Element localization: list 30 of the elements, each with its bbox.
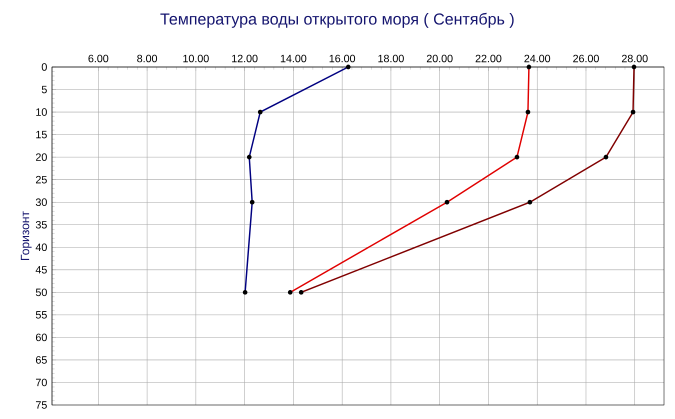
y-tick-label: 35 [36, 220, 47, 229]
x-tick-label: 22.00 [476, 54, 502, 62]
y-tick-label: 65 [36, 356, 47, 364]
x-tick-label: 24.00 [524, 54, 550, 62]
y-tick-label: 50 [36, 288, 47, 296]
y-tick-label: 20 [36, 153, 47, 161]
y-tick-label: 40 [36, 244, 47, 252]
y-tick-label: 10 [36, 108, 47, 116]
x-tick-label: 12.00 [232, 54, 258, 62]
y-tick-label: 5 [42, 86, 47, 94]
x-tick-label: 14.00 [280, 54, 306, 62]
y-tick-label: 30 [36, 198, 47, 206]
x-tick-label: 26.00 [573, 54, 599, 62]
y-axis-title: Горизонт [20, 211, 32, 260]
y-tick-label: 60 [36, 334, 47, 342]
x-tick-label: 6.00 [88, 54, 108, 62]
y-tick-label: 55 [36, 311, 47, 319]
y-tick-label: 25 [36, 176, 47, 184]
x-tick-label: 10.00 [183, 54, 209, 62]
x-tick-label: 8.00 [137, 54, 158, 62]
y-tick-label: 0 [42, 63, 47, 71]
x-tick-label: 28.00 [622, 54, 648, 62]
x-tick-label: 16.00 [330, 54, 356, 62]
y-tick-label: 45 [36, 266, 47, 274]
x-tick-label: 18.00 [378, 54, 404, 62]
x-tick-label: 20.00 [426, 54, 453, 62]
y-tick-label: 15 [36, 130, 47, 138]
chart-title: Температура воды открытого моря ( Сентябрь ) [160, 12, 514, 28]
y-tick-label: 70 [36, 378, 47, 386]
y-tick-label: 75 [36, 401, 47, 409]
